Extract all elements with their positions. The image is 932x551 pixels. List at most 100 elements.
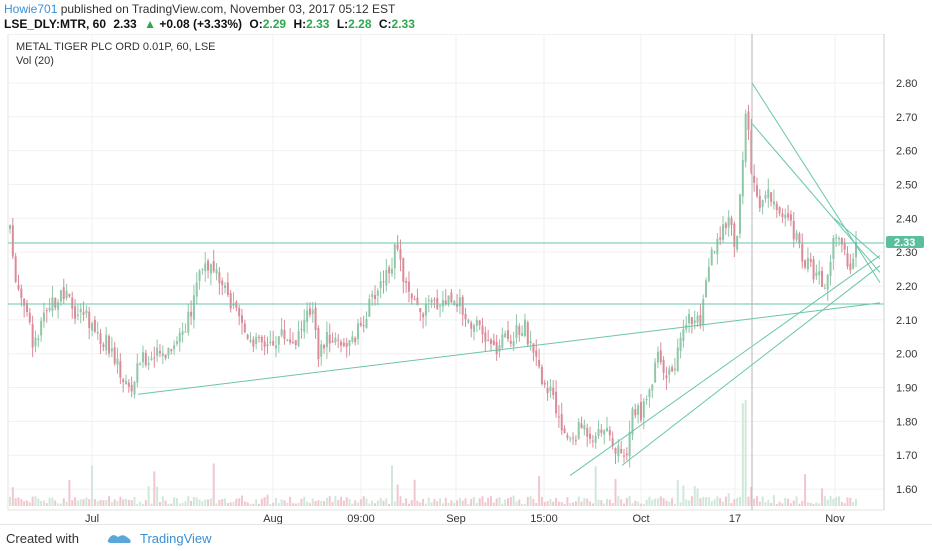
volume-bar	[255, 499, 258, 506]
candle-body	[167, 347, 170, 356]
volume-bar	[144, 500, 147, 506]
volume-bar	[724, 496, 727, 506]
candle-body	[14, 256, 17, 282]
volume-bar	[473, 496, 476, 506]
candle-body	[249, 339, 252, 342]
volume-bar	[639, 503, 642, 506]
tradingview-link[interactable]: TradingView	[140, 531, 212, 546]
volume-bar	[823, 496, 826, 506]
candle-body	[546, 388, 549, 394]
volume-bar	[110, 502, 113, 506]
volume-bar	[340, 496, 343, 506]
volume-bar	[274, 497, 277, 506]
candle-body	[144, 352, 147, 366]
candle-body	[88, 311, 91, 329]
candle-body	[232, 303, 235, 306]
candle-body	[656, 351, 659, 363]
volume-bar	[430, 502, 433, 506]
candle-body	[634, 409, 637, 416]
candle-body	[450, 292, 453, 303]
candle-body	[750, 130, 753, 173]
candle-body	[577, 422, 580, 439]
candle-body	[639, 402, 642, 421]
volume-bar	[158, 502, 161, 506]
volume-bar	[645, 499, 648, 506]
y-tick-label: 1.70	[896, 450, 917, 462]
volume-bar	[178, 503, 181, 506]
volume-bar	[167, 503, 170, 506]
candle-body	[710, 249, 713, 266]
candle-body	[215, 269, 218, 274]
candle-body	[257, 336, 260, 338]
candle-body	[589, 433, 592, 439]
volume-bar	[628, 496, 631, 506]
candle-body	[150, 358, 153, 361]
candle-body	[673, 368, 676, 371]
candle-body	[212, 261, 215, 272]
volume-bar	[218, 499, 221, 506]
volume-bar	[492, 502, 495, 506]
candle-body	[308, 308, 311, 315]
candle-body	[141, 352, 144, 363]
candle-body	[738, 194, 741, 234]
author-link[interactable]: Howie701	[4, 2, 58, 16]
candle-body	[840, 238, 843, 245]
volume-bar	[498, 496, 501, 506]
volume-bar	[125, 498, 128, 506]
volume-bar	[433, 499, 436, 506]
candle-body	[181, 331, 184, 335]
volume-bar	[750, 486, 753, 506]
volume-bar	[778, 501, 781, 506]
volume-bar	[407, 503, 410, 506]
tradingview-logo-icon[interactable]	[106, 531, 134, 545]
candle-body	[373, 295, 376, 299]
volume-bar	[357, 502, 360, 506]
volume-bar	[591, 503, 594, 506]
candle-body	[563, 428, 566, 434]
candle-body	[594, 436, 597, 443]
volume-bar	[852, 502, 855, 506]
candle-body	[812, 259, 815, 280]
candle-body	[747, 111, 750, 130]
volume-bar	[441, 503, 444, 506]
trend-line	[833, 217, 881, 260]
plot-area	[7, 34, 885, 511]
candle-body	[170, 349, 173, 352]
volume-bar	[221, 499, 224, 506]
candle-body	[509, 340, 512, 344]
candle-body	[792, 220, 795, 240]
candle-body	[504, 333, 507, 338]
volume-bar	[147, 486, 150, 506]
volume-bar	[359, 499, 362, 506]
volume-bar	[153, 471, 156, 506]
volume-bar	[224, 498, 227, 506]
footer: Created with TradingView	[0, 524, 932, 551]
candle-body	[105, 335, 108, 351]
candle-body	[574, 439, 577, 441]
volume-bar	[156, 486, 159, 506]
volume-bar	[291, 503, 294, 506]
volume-bar	[252, 503, 255, 506]
candle-body	[204, 263, 207, 271]
candle-body	[195, 282, 198, 297]
price-chart[interactable]: 2.80 2.70 2.60 2.50 2.40 2.30 2.20 2.10 2.00 1.90…	[0, 34, 932, 524]
candle-body	[809, 258, 812, 262]
volume-bar	[464, 498, 467, 506]
volume-bar	[427, 497, 430, 506]
candle-body	[413, 299, 416, 301]
candle-body	[390, 269, 393, 274]
volume-bar	[54, 500, 57, 506]
volume-bar	[388, 503, 391, 506]
volume-bar	[682, 485, 685, 506]
volume-bar	[235, 498, 238, 506]
volume-bar	[257, 503, 260, 506]
ohlc-info: LSE_DLY:MTR, 60 2.33 ▲ +0.08 (+3.33%) O:…	[4, 17, 415, 31]
candle-body	[323, 345, 326, 349]
candle-body	[192, 295, 195, 320]
price-tag-bg	[886, 236, 924, 248]
volume-bar	[577, 496, 580, 506]
volume-bar	[34, 496, 37, 506]
candle-body	[241, 315, 244, 323]
volume-bar	[382, 500, 385, 506]
candle-body	[147, 363, 150, 365]
